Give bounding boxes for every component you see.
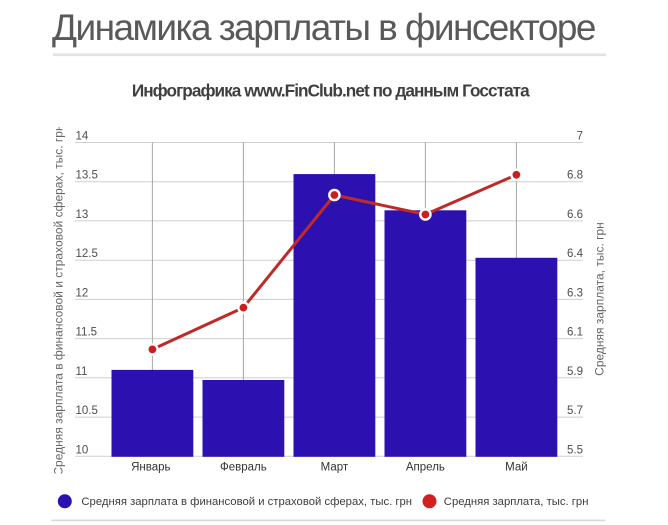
svg-text:11: 11 xyxy=(76,366,88,378)
svg-text:Январь: Январь xyxy=(131,461,170,473)
svg-text:Динамика зарплаты в финсекторе: Динамика зарплаты в финсекторе xyxy=(52,7,595,48)
svg-text:Инфографика www.FinClub.net по: Инфографика www.FinClub.net по данным Го… xyxy=(132,81,530,101)
svg-text:6.3: 6.3 xyxy=(567,287,583,299)
svg-text:10.5: 10.5 xyxy=(76,405,98,417)
svg-text:13: 13 xyxy=(76,209,89,221)
svg-text:5.5: 5.5 xyxy=(567,444,583,456)
svg-text:11.5: 11.5 xyxy=(76,327,98,339)
svg-text:Средняя зарплата, тыс. грн: Средняя зарплата, тыс. грн xyxy=(444,496,589,508)
svg-text:5.9: 5.9 xyxy=(567,366,583,378)
svg-text:Средняя зарплата в финансовой: Средняя зарплата в финансовой и страхово… xyxy=(81,496,412,508)
svg-text:12: 12 xyxy=(76,287,89,299)
svg-text:Средняя зарплата, тыс. грн: Средняя зарплата, тыс. грн xyxy=(593,222,607,376)
svg-text:Февраль: Февраль xyxy=(220,461,267,473)
svg-text:7: 7 xyxy=(577,131,583,143)
svg-text:Средняя зарплата в финансовой: Средняя зарплата в финансовой и страхово… xyxy=(52,124,66,475)
svg-text:12.5: 12.5 xyxy=(76,248,98,260)
svg-text:Май: Май xyxy=(505,461,528,473)
svg-text:13.5: 13.5 xyxy=(76,170,98,182)
svg-text:Апрель: Апрель xyxy=(406,461,445,473)
svg-text:6.8: 6.8 xyxy=(567,170,583,182)
svg-text:6.6: 6.6 xyxy=(567,209,583,221)
svg-text:5.7: 5.7 xyxy=(567,405,583,417)
svg-text:14: 14 xyxy=(76,131,89,143)
svg-text:10: 10 xyxy=(76,444,89,456)
svg-text:Март: Март xyxy=(321,461,349,473)
svg-text:6.4: 6.4 xyxy=(567,248,584,260)
svg-text:6.1: 6.1 xyxy=(567,327,583,339)
